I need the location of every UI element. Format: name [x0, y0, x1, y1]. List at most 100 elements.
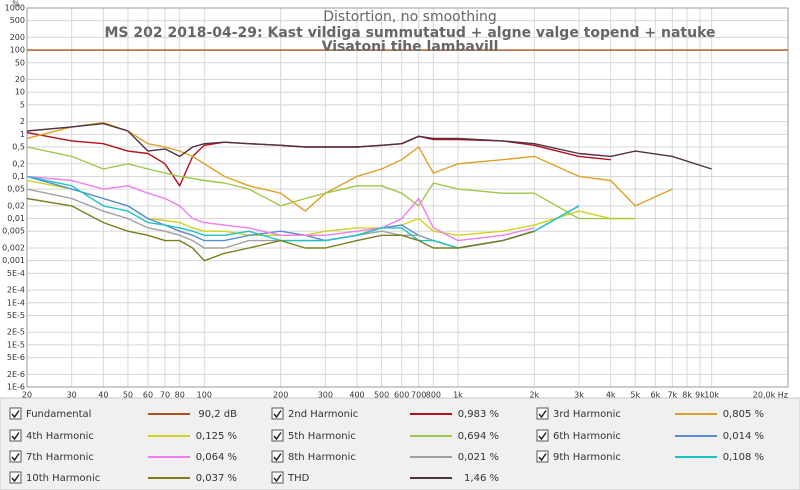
checkmark — [538, 453, 547, 462]
y-tick-label: 50 — [15, 58, 25, 67]
legend-panel — [0, 397, 800, 490]
checkbox[interactable] — [536, 450, 549, 463]
legend-item: 5th Harmonic 0,694 % — [271, 429, 499, 442]
y-tick-label: 2E-6 — [7, 370, 25, 379]
legend-value: 0,983 % — [458, 409, 499, 420]
x-tick-label: 60 — [143, 391, 153, 400]
legend-item: 2nd Harmonic 0,983 % — [271, 407, 499, 420]
y-tick-label: 0,02 — [7, 201, 25, 210]
legend-label: 2nd Harmonic — [288, 409, 358, 420]
checkmark — [273, 453, 282, 462]
y-tick-label: 0,1 — [12, 172, 25, 181]
checkbox[interactable] — [271, 450, 284, 463]
y-tick-label: 1 — [20, 130, 25, 139]
legend-item: 10th Harmonic 0,037 % — [9, 471, 237, 484]
legend-value: 0,037 % — [196, 473, 237, 484]
x-tick-label: 200 — [273, 391, 288, 400]
checkbox[interactable] — [271, 407, 284, 420]
checkmark — [538, 410, 547, 419]
y-tick-label: 0,005 — [2, 227, 25, 236]
checkbox[interactable] — [536, 429, 549, 442]
x-tick-label: 80 — [175, 391, 185, 400]
x-tick-label: 7k — [667, 391, 677, 400]
legend-label: 10th Harmonic — [26, 473, 100, 484]
series-line — [26, 146, 636, 220]
x-tick-label: 40 — [98, 391, 108, 400]
legend-label: 8th Harmonic — [288, 452, 356, 463]
legend-label: 3rd Harmonic — [553, 409, 621, 420]
y-tick-label: 2 — [20, 117, 25, 126]
checkbox[interactable] — [271, 471, 284, 484]
y-tick-label: 0,5 — [12, 143, 25, 152]
checkmark — [11, 410, 20, 419]
legend-item: 6th Harmonic 0,014 % — [536, 429, 764, 442]
legend-item: 3rd Harmonic 0,805 % — [536, 407, 764, 420]
plot-background — [0, 0, 800, 398]
x-tick-label: 8k — [682, 391, 692, 400]
plot-frame — [26, 7, 789, 388]
legend-value: 90,2 dB — [198, 409, 237, 420]
checkbox[interactable] — [536, 407, 549, 420]
checkbox[interactable] — [9, 471, 22, 484]
checkbox[interactable] — [9, 429, 22, 442]
x-tick-label: 2k — [529, 391, 539, 400]
y-tick-label: 5 — [20, 100, 25, 109]
y-tick-label: 200 — [10, 33, 25, 42]
y-tick-label: 1E-5 — [7, 340, 25, 349]
y-tick-label: 0,01 — [7, 214, 25, 223]
legend-item: 4th Harmonic 0,125 % — [9, 429, 237, 442]
x-tick-label: 20,0k Hz — [753, 391, 788, 400]
x-tick-label: 5k — [630, 391, 640, 400]
chart-title: Distortion, no smoothing — [323, 9, 497, 25]
legend-item: 7th Harmonic 0,064 % — [9, 450, 237, 463]
x-tick-label: 800 — [426, 391, 441, 400]
x-tick-label: 400 — [349, 391, 364, 400]
checkmark — [273, 410, 282, 419]
legend-label: 6th Harmonic — [553, 431, 621, 442]
x-tick-label: 9k — [695, 391, 705, 400]
x-tick-label: 700 — [411, 391, 426, 400]
checkbox[interactable] — [9, 450, 22, 463]
y-tick-label: 2E-4 — [7, 286, 25, 295]
y-tick-label: 100 — [10, 46, 25, 55]
legend-value: 0,694 % — [458, 431, 499, 442]
x-tick-label: 6k — [650, 391, 660, 400]
x-tick-label: 50 — [123, 391, 133, 400]
checkmark — [273, 474, 282, 483]
x-tick-label: 100 — [197, 391, 212, 400]
y-axis-label: % — [12, 0, 20, 9]
y-tick-label: 5E-4 — [7, 269, 25, 278]
x-tick-label: 4k — [606, 391, 616, 400]
y-tick-label: 0,2 — [12, 159, 25, 168]
y-tick-label: 5E-5 — [7, 311, 25, 320]
legend-value: 0,014 % — [723, 431, 764, 442]
legend-label: THD — [287, 473, 310, 484]
legend-label: 9th Harmonic — [553, 452, 621, 463]
legend-item: 8th Harmonic 0,021 % — [271, 450, 499, 463]
legend-value: 0,125 % — [196, 431, 237, 442]
y-tick-label: 0,001 — [2, 256, 25, 265]
y-tick-label: 2E-5 — [7, 328, 25, 337]
legend-value: 0,064 % — [196, 452, 237, 463]
legend-label: 5th Harmonic — [288, 431, 356, 442]
x-tick-label: 1k — [453, 391, 463, 400]
y-tick-label: 0,05 — [7, 185, 25, 194]
series-line — [26, 175, 535, 242]
series-line — [26, 197, 535, 262]
checkbox[interactable] — [9, 407, 22, 420]
legend-value: 0,805 % — [723, 409, 764, 420]
legend-value: 0,108 % — [723, 452, 764, 463]
y-tick-label: 20 — [15, 75, 25, 84]
legend-item: Fundamental 90,2 dB — [9, 407, 237, 420]
series-line — [26, 122, 712, 170]
checkbox[interactable] — [271, 429, 284, 442]
checkmark — [11, 432, 20, 441]
legend: Fundamental 90,2 dB 2nd Harmonic 0,983 % 3rd… — [9, 407, 764, 484]
y-tick-label: 500 — [10, 16, 25, 25]
y-tick-label: 5E-6 — [7, 353, 25, 362]
series-line — [26, 121, 673, 212]
y-tick-label: 1E-4 — [7, 298, 25, 307]
chart-subtitle: MS 202 2018-04-29: Kast vildiga summutat… — [104, 26, 716, 54]
